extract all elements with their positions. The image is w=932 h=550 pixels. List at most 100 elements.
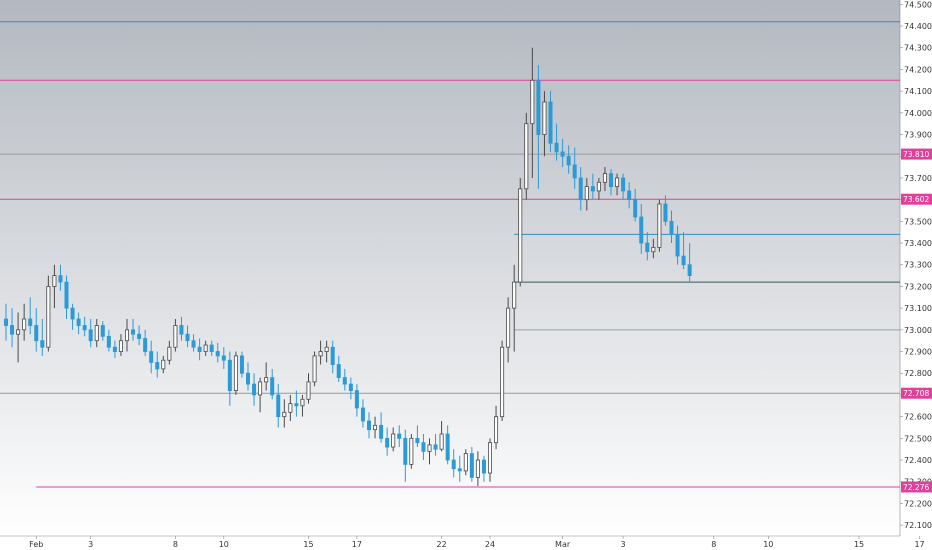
candle-body	[161, 359, 166, 370]
candle-body	[487, 442, 492, 474]
candle-body	[536, 79, 541, 135]
candle-body	[415, 437, 420, 444]
candle-body	[167, 346, 172, 361]
candle-body	[554, 142, 559, 153]
candle-body	[88, 329, 93, 342]
candle-body	[46, 286, 51, 348]
candle-body	[76, 318, 81, 326]
candle-body	[354, 390, 359, 409]
y-tick-label: 73.100	[904, 304, 932, 313]
candle-body	[125, 329, 130, 342]
y-tick-label: 74.100	[904, 87, 932, 96]
candle-body	[675, 233, 680, 257]
candle-body	[221, 355, 226, 361]
y-tick-label: 72.800	[904, 369, 932, 378]
candle-body	[530, 79, 535, 125]
candle-body	[58, 275, 63, 283]
candle-body	[663, 203, 668, 222]
candle-body	[615, 177, 620, 188]
y-tick-label: 74.200	[904, 65, 932, 74]
candle-body	[445, 433, 450, 461]
y-tick-label: 73.300	[904, 261, 932, 270]
candle-body	[542, 101, 547, 135]
price-badge-label: 73.810	[903, 150, 929, 159]
candle-body	[185, 333, 190, 342]
x-tick-label: 10	[219, 540, 229, 549]
candle-body	[373, 424, 378, 431]
candle-body	[233, 355, 238, 392]
x-tick-label: 15	[303, 540, 313, 549]
candle-body	[433, 444, 438, 450]
price-badge	[901, 148, 932, 160]
candle-body	[584, 186, 589, 201]
candle-body	[131, 329, 136, 335]
candle-body	[179, 325, 184, 335]
candle-body	[10, 325, 15, 335]
candle-body	[409, 437, 414, 465]
candle-body	[282, 411, 287, 418]
candle-body	[657, 203, 662, 248]
candle-body	[578, 177, 583, 201]
candle-body	[518, 188, 523, 283]
candle-body	[633, 199, 638, 218]
candle-body	[336, 364, 341, 378]
candle-body	[306, 381, 311, 400]
candle-body	[239, 355, 244, 374]
y-tick-label: 73.500	[904, 217, 932, 226]
candle-body	[100, 325, 105, 337]
candle-body	[155, 361, 160, 370]
y-tick-label: 74.400	[904, 22, 932, 31]
candle-body	[463, 453, 468, 472]
x-tick-label: 17	[352, 540, 362, 549]
candle-body	[439, 433, 444, 450]
candle-body	[318, 351, 323, 357]
candle-body	[651, 246, 656, 253]
x-axis-panel	[0, 536, 932, 550]
candle-body	[245, 372, 250, 385]
y-tick-label: 72.600	[904, 413, 932, 422]
candle-body	[288, 403, 293, 413]
candle-body	[385, 437, 390, 448]
x-tick-label: 3	[621, 540, 626, 549]
candle-body	[300, 398, 305, 407]
y-tick-label: 72.400	[904, 456, 932, 465]
y-tick-label: 74.300	[904, 44, 932, 53]
x-tick-label: 8	[173, 540, 178, 549]
candle-body	[427, 444, 432, 452]
candle-body	[209, 344, 214, 352]
candle-body	[469, 453, 474, 478]
candle-body	[52, 275, 57, 287]
candle-body	[681, 255, 686, 266]
plot-background	[0, 0, 900, 536]
candle-body	[197, 346, 202, 352]
candle-body	[687, 264, 692, 276]
candle-body	[173, 325, 178, 348]
candle-body	[106, 335, 111, 348]
candle-body	[512, 281, 517, 309]
price-badge	[901, 193, 932, 205]
y-tick-label: 74.500	[904, 0, 932, 9]
candle-body	[94, 325, 99, 342]
y-tick-label: 73.900	[904, 131, 932, 140]
candle-body	[143, 338, 148, 352]
candle-body	[258, 381, 263, 396]
candle-body	[348, 383, 353, 392]
x-tick-label: 15	[854, 540, 864, 549]
candle-body	[312, 355, 317, 383]
candle-body	[506, 307, 511, 348]
candle-body	[294, 403, 299, 407]
candle-body	[366, 420, 371, 431]
candle-body	[481, 459, 486, 474]
candle-body	[40, 340, 45, 348]
candle-body	[227, 359, 232, 392]
candle-body	[457, 468, 462, 472]
y-tick-label: 72.900	[904, 348, 932, 357]
candle-body	[639, 216, 644, 244]
candle-body	[64, 281, 69, 309]
x-tick-label: 22	[437, 540, 447, 549]
candle-body	[342, 377, 347, 385]
y-axis-panel	[900, 0, 932, 550]
candle-body	[191, 340, 196, 348]
candle-body	[590, 186, 595, 192]
